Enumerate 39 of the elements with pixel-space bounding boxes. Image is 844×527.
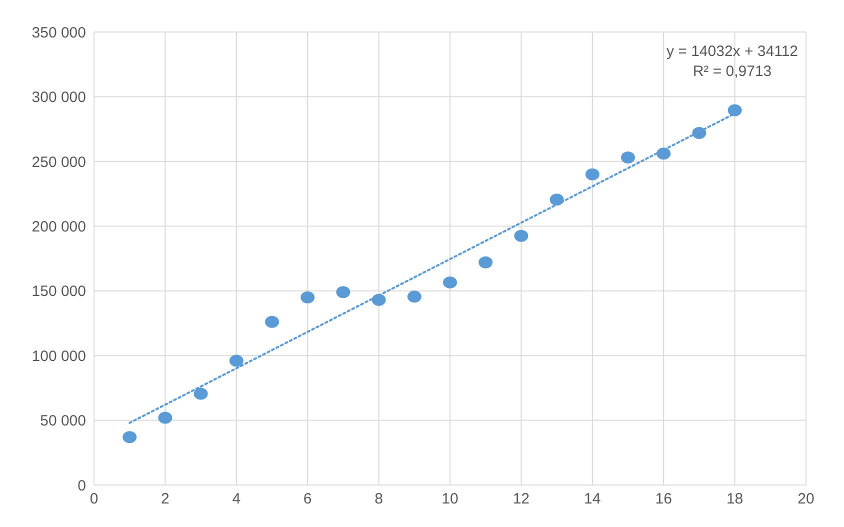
x-tick-label: 6 <box>303 490 312 508</box>
point <box>229 354 244 367</box>
y-tick-label: 100 000 <box>32 348 86 365</box>
y-tick-label: 250 000 <box>32 154 86 171</box>
point <box>550 194 564 206</box>
x-tick-label: 4 <box>232 490 241 508</box>
point <box>194 388 208 400</box>
x-tick-label: 2 <box>161 490 170 508</box>
point <box>443 276 457 288</box>
point <box>300 291 315 304</box>
y-tick-label: 150 000 <box>32 283 86 300</box>
point <box>585 168 600 180</box>
point <box>478 256 493 268</box>
y-tick-label: 0 <box>78 477 86 494</box>
point <box>692 126 706 139</box>
point <box>656 148 671 160</box>
point <box>407 290 422 303</box>
annotation: R² = 0,9713 <box>692 63 772 80</box>
y-tick-label: 350 000 <box>32 24 86 42</box>
x-tick-label: 12 <box>512 490 530 508</box>
point <box>372 294 386 306</box>
y-tick-label: 200 000 <box>32 218 86 236</box>
point <box>336 286 350 298</box>
x-tick-label: 18 <box>726 490 744 508</box>
point <box>158 412 172 424</box>
x-tick-label: 16 <box>655 490 672 508</box>
annotation: y = 14032x + 34112 <box>666 43 798 60</box>
point <box>621 152 635 164</box>
x-tick-label: 10 <box>442 490 458 508</box>
point <box>728 104 742 116</box>
x-tick-label: 14 <box>584 490 601 508</box>
point <box>514 230 528 242</box>
point <box>122 431 137 444</box>
y-tick-label: 50 000 <box>40 412 86 430</box>
x-tick-label: 20 <box>798 490 814 508</box>
x-tick-label: 0 <box>90 490 98 508</box>
x-tick-label: 8 <box>374 490 383 508</box>
y-tick-label: 300 000 <box>32 89 86 106</box>
point <box>265 316 279 328</box>
